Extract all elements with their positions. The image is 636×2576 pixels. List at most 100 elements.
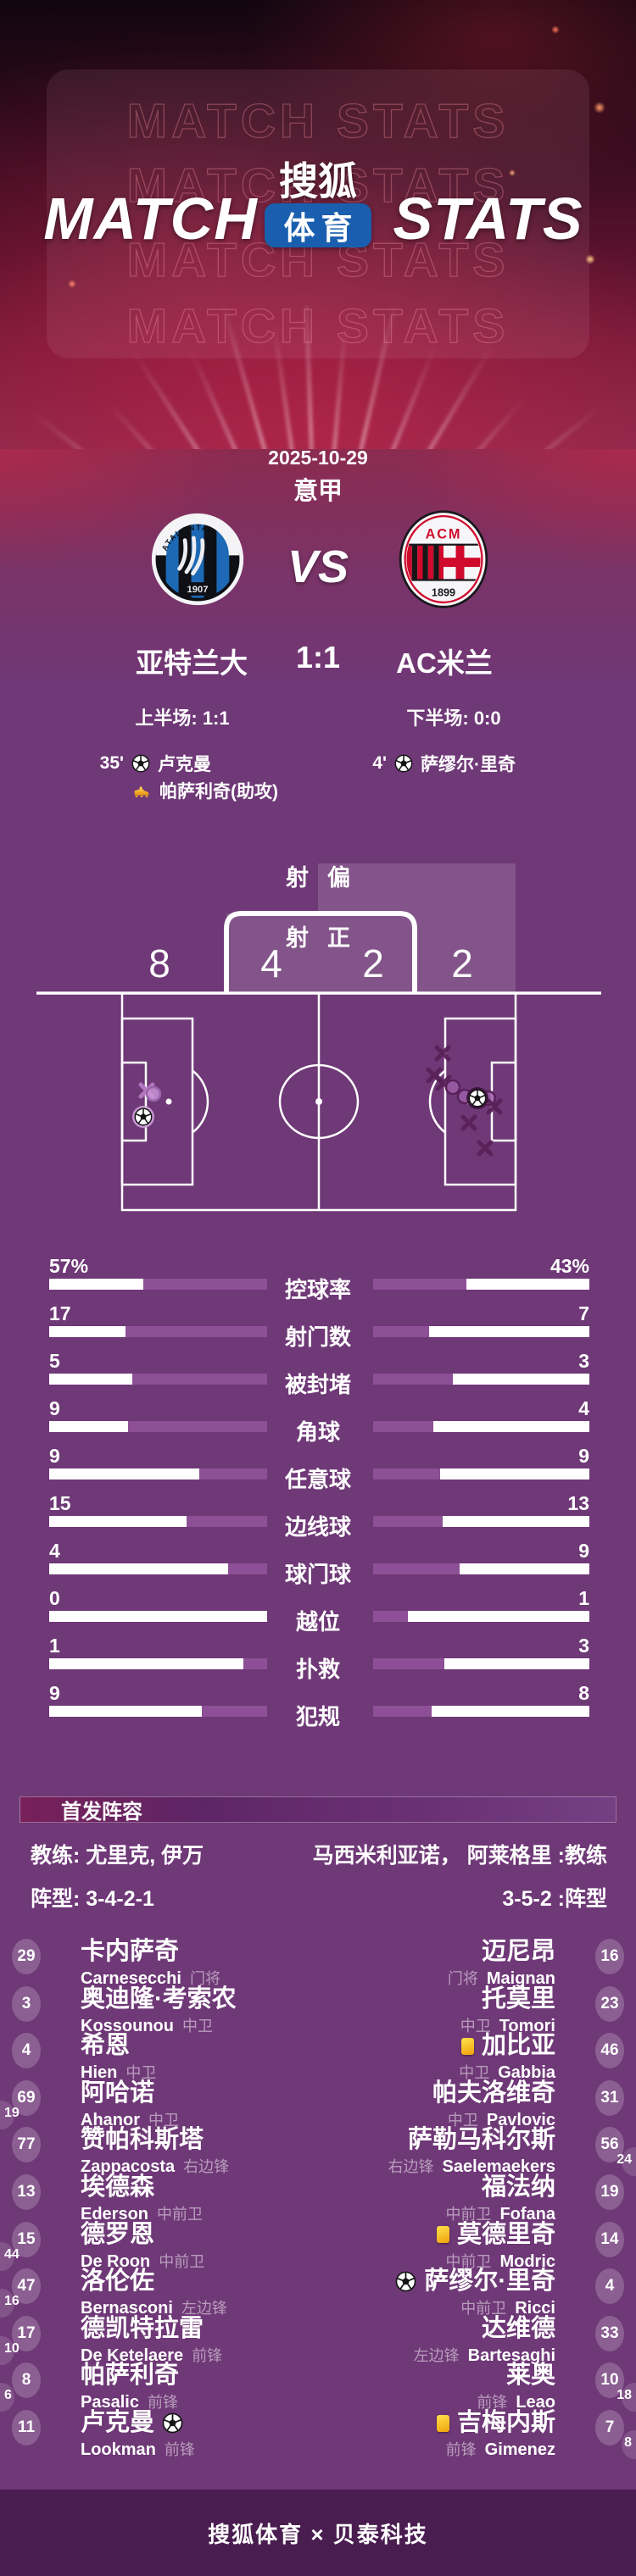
player-name-en: Pavlovic bbox=[486, 2110, 555, 2129]
player-position: 前锋 bbox=[192, 2346, 223, 2364]
away-player-row: 7 8 吉梅内斯 前锋 Gimenez bbox=[0, 2410, 636, 2459]
away-player-row: 23 托莫里 中卫 Tomori bbox=[0, 1985, 636, 2035]
substitute-badge bbox=[0, 2289, 14, 2318]
goal-minute: 35' bbox=[99, 753, 124, 773]
substitute-badge bbox=[622, 2147, 636, 2177]
player-name: 莱奥 bbox=[506, 2362, 555, 2389]
stat-away-value: 8 bbox=[578, 1682, 589, 1704]
assist-player: 帕萨利奇(助攻) bbox=[159, 782, 278, 802]
player-name: 埃德森 bbox=[81, 2174, 154, 2201]
substitute-number: 6 bbox=[4, 2388, 12, 2403]
stat-away-value: 3 bbox=[578, 1635, 589, 1657]
player-meta: Lookman 前锋 bbox=[81, 2438, 195, 2460]
player-name-en: Bernasconi bbox=[81, 2299, 173, 2318]
player-name: 萨勒马科尔斯 bbox=[408, 2127, 555, 2153]
player-meta: 中前卫 Modric bbox=[445, 2250, 555, 2272]
vs-label: VS bbox=[287, 541, 349, 592]
player-meta: 中前卫 Fofana bbox=[445, 2202, 555, 2224]
player-position: 中卫 bbox=[148, 2111, 179, 2129]
home-player-row: 17 10 德凯特拉雷 De Ketelaere 前锋 bbox=[0, 2315, 636, 2365]
player-name-en: Modric bbox=[499, 2251, 555, 2271]
substitute-badge bbox=[0, 2383, 14, 2412]
bar-fill-segment bbox=[127, 1421, 267, 1432]
player-position: 前锋 bbox=[164, 2441, 195, 2458]
player-name: 奥迪隆·考索农 bbox=[81, 1985, 237, 2012]
player-name: 卡内萨奇 bbox=[81, 1939, 179, 1965]
home-player-row: 8 6 帕萨利奇 Pasalic 前锋 bbox=[0, 2362, 636, 2412]
home-stat-bar bbox=[49, 1421, 267, 1432]
bar-fill-segment bbox=[373, 1706, 432, 1717]
light-beam bbox=[316, 344, 494, 449]
bar-white-segment bbox=[49, 1658, 243, 1669]
player-number-badge: 8 bbox=[12, 2362, 41, 2399]
player-number-badge: 16 bbox=[595, 1939, 624, 1974]
player-number-badge: 23 bbox=[595, 1985, 624, 2022]
stat-away-value: 13 bbox=[567, 1492, 589, 1514]
player-name-en: Pasalic bbox=[81, 2393, 139, 2412]
stat-row: 9 4 角球 bbox=[0, 1397, 636, 1445]
bar-fill-segment bbox=[373, 1374, 454, 1385]
footer: 搜狐体育 × 贝泰科技 bbox=[0, 2490, 636, 2576]
player-name-en: Kossounou bbox=[81, 2016, 174, 2035]
label-char: 射 bbox=[286, 925, 309, 951]
home-player-row: 29 卡内萨奇 Carnesecchi 门将 bbox=[0, 1939, 636, 1988]
away-stat-bar bbox=[373, 1611, 589, 1622]
substitute-number: 19 bbox=[4, 2105, 20, 2120]
substitute-badge bbox=[0, 2100, 14, 2129]
substitute-number: 18 bbox=[616, 2388, 632, 2403]
home-goal-event: 35' 卢克曼 bbox=[86, 751, 211, 776]
player-number-badge: 17 bbox=[12, 2315, 41, 2351]
bar-white-segment bbox=[453, 1374, 589, 1385]
player-name: 帕夫洛维奇 bbox=[432, 2079, 555, 2107]
match-date: 2025-10-29 bbox=[268, 447, 368, 469]
home-stat-bar bbox=[49, 1468, 267, 1480]
player-name: 阿哈诺 bbox=[81, 2079, 154, 2107]
player-number-badge: 14 bbox=[595, 2221, 624, 2257]
bar-white-segment bbox=[444, 1658, 589, 1669]
player-name-en: Ahanor bbox=[81, 2110, 140, 2129]
stat-home-value: 5 bbox=[49, 1350, 60, 1372]
final-score: 1:1 bbox=[295, 640, 341, 675]
home-stat-bar bbox=[49, 1326, 267, 1337]
bar-fill-segment bbox=[373, 1279, 466, 1290]
player-position: 中前卫 bbox=[159, 2252, 205, 2270]
player-number-badge: 33 bbox=[595, 2315, 624, 2351]
bar-fill-segment bbox=[373, 1516, 443, 1527]
home-stat-bar bbox=[49, 1611, 267, 1622]
stat-label: 球门球 bbox=[284, 1562, 351, 1587]
away-stat-bar bbox=[373, 1279, 589, 1290]
player-meta: 右边锋 Saelemaekers bbox=[388, 2155, 555, 2177]
player-number-badge: 56 bbox=[595, 2127, 624, 2163]
player-name: 卢克曼 bbox=[81, 2410, 183, 2436]
player-number-badge: 4 bbox=[595, 2268, 624, 2305]
label-char: 射 bbox=[286, 865, 309, 891]
home-stat-bar bbox=[49, 1279, 267, 1290]
away-shots-off-count: 2 bbox=[451, 941, 473, 985]
away-stat-bar bbox=[373, 1326, 589, 1337]
stat-row: 4 9 球门球 bbox=[0, 1540, 636, 1587]
player-name: 德罗恩 bbox=[81, 2221, 154, 2248]
player-meta: Hien 中卫 bbox=[81, 2061, 156, 2083]
goal-scorer: 卢克曼 bbox=[158, 755, 211, 774]
player-name: 帕萨利奇 bbox=[81, 2362, 179, 2389]
player-name: 希恩 bbox=[81, 2033, 130, 2059]
stat-away-value: 43% bbox=[550, 1255, 589, 1277]
bar-fill-segment bbox=[201, 1706, 267, 1717]
player-position: 前锋 bbox=[477, 2394, 508, 2412]
player-position: 中卫 bbox=[447, 2111, 478, 2129]
bar-fill-segment bbox=[142, 1279, 267, 1290]
stat-row: 57% 43% 控球率 bbox=[0, 1255, 636, 1302]
player-name-en: Saelemaekers bbox=[442, 2157, 555, 2177]
stat-label: 扑救 bbox=[295, 1657, 340, 1682]
player-number-badge: 4 bbox=[12, 2033, 41, 2069]
player-name: 吉梅内斯 bbox=[436, 2410, 555, 2436]
stat-row: 9 9 任意球 bbox=[0, 1445, 636, 1492]
bar-white-segment bbox=[466, 1279, 589, 1290]
player-meta: 中卫 Gabbia bbox=[459, 2061, 555, 2083]
shot-marker-circle bbox=[145, 1085, 162, 1102]
stat-row: 0 1 越位 bbox=[0, 1587, 636, 1635]
substitute-badge bbox=[0, 2335, 14, 2365]
player-name-en: Gimenez bbox=[484, 2440, 555, 2459]
player-name: 洛伦佐 bbox=[81, 2268, 154, 2295]
away-player-row: 16 迈尼昂 门将 Maignan bbox=[0, 1939, 636, 1988]
